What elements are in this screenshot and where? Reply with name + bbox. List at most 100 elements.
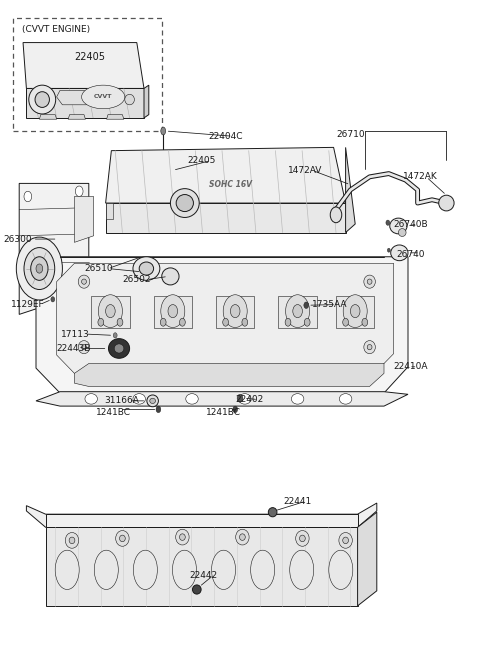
- Polygon shape: [106, 203, 113, 219]
- Ellipse shape: [162, 268, 179, 285]
- Text: 1241BC: 1241BC: [206, 408, 241, 417]
- Ellipse shape: [85, 394, 97, 404]
- Text: 31166A: 31166A: [105, 396, 140, 405]
- Ellipse shape: [106, 305, 115, 318]
- Ellipse shape: [398, 229, 406, 236]
- Ellipse shape: [212, 550, 236, 590]
- Ellipse shape: [329, 550, 353, 590]
- Ellipse shape: [24, 248, 55, 290]
- Ellipse shape: [387, 248, 390, 252]
- Text: 22410A: 22410A: [394, 362, 428, 371]
- Ellipse shape: [133, 257, 160, 280]
- Ellipse shape: [94, 550, 118, 590]
- Ellipse shape: [75, 186, 83, 196]
- Ellipse shape: [180, 318, 185, 326]
- Ellipse shape: [367, 279, 372, 284]
- Ellipse shape: [300, 535, 305, 542]
- Polygon shape: [346, 147, 355, 233]
- Ellipse shape: [35, 92, 49, 107]
- Polygon shape: [74, 364, 384, 386]
- Polygon shape: [68, 115, 85, 119]
- Ellipse shape: [78, 276, 85, 287]
- Ellipse shape: [65, 533, 79, 548]
- Polygon shape: [144, 85, 149, 118]
- Ellipse shape: [120, 535, 125, 542]
- Text: 17113: 17113: [61, 329, 90, 339]
- Polygon shape: [26, 503, 377, 527]
- Ellipse shape: [223, 295, 247, 328]
- Ellipse shape: [285, 318, 291, 326]
- Text: 26710: 26710: [336, 130, 365, 139]
- Ellipse shape: [133, 394, 145, 404]
- Polygon shape: [216, 296, 254, 328]
- Text: 22404C: 22404C: [209, 132, 243, 141]
- Polygon shape: [46, 514, 358, 527]
- Ellipse shape: [108, 339, 130, 358]
- Ellipse shape: [339, 394, 352, 404]
- Ellipse shape: [237, 394, 243, 402]
- Ellipse shape: [147, 395, 158, 407]
- Ellipse shape: [343, 295, 367, 328]
- Ellipse shape: [161, 127, 166, 135]
- Ellipse shape: [160, 318, 166, 326]
- Ellipse shape: [23, 282, 30, 292]
- Polygon shape: [107, 115, 124, 119]
- Ellipse shape: [296, 531, 309, 546]
- Text: 26740B: 26740B: [394, 219, 428, 229]
- Ellipse shape: [116, 531, 129, 546]
- Polygon shape: [39, 115, 57, 119]
- Ellipse shape: [242, 318, 248, 326]
- Polygon shape: [57, 263, 394, 373]
- Text: 22402: 22402: [235, 395, 264, 404]
- Text: 22405: 22405: [74, 52, 106, 62]
- Ellipse shape: [82, 345, 86, 350]
- Text: 1472AK: 1472AK: [403, 172, 438, 181]
- Text: 1241BC: 1241BC: [96, 408, 131, 417]
- Ellipse shape: [114, 344, 124, 353]
- Polygon shape: [23, 43, 144, 88]
- Ellipse shape: [236, 529, 249, 545]
- Ellipse shape: [168, 305, 178, 318]
- Ellipse shape: [176, 529, 189, 545]
- Ellipse shape: [367, 345, 372, 350]
- Ellipse shape: [186, 394, 198, 404]
- Polygon shape: [278, 296, 317, 328]
- Text: 26740: 26740: [396, 250, 424, 259]
- Text: SOHC 16V: SOHC 16V: [209, 180, 252, 189]
- Ellipse shape: [304, 302, 309, 309]
- Polygon shape: [358, 512, 377, 606]
- Ellipse shape: [31, 257, 48, 280]
- Polygon shape: [57, 90, 89, 105]
- Ellipse shape: [180, 534, 185, 540]
- Ellipse shape: [55, 550, 79, 590]
- Ellipse shape: [343, 537, 348, 544]
- Polygon shape: [26, 88, 144, 118]
- Ellipse shape: [78, 275, 90, 288]
- Ellipse shape: [150, 398, 156, 403]
- Ellipse shape: [133, 550, 157, 590]
- Ellipse shape: [364, 275, 375, 288]
- Ellipse shape: [364, 341, 375, 354]
- Polygon shape: [336, 296, 374, 328]
- Ellipse shape: [172, 550, 196, 590]
- Polygon shape: [154, 296, 192, 328]
- Polygon shape: [74, 196, 94, 242]
- Text: CVVT: CVVT: [94, 94, 112, 100]
- Ellipse shape: [330, 207, 342, 223]
- Ellipse shape: [343, 318, 348, 326]
- Ellipse shape: [36, 264, 43, 273]
- Ellipse shape: [78, 341, 90, 354]
- Ellipse shape: [304, 318, 310, 326]
- Ellipse shape: [82, 85, 125, 109]
- Ellipse shape: [286, 295, 310, 328]
- Ellipse shape: [239, 394, 251, 404]
- Ellipse shape: [350, 305, 360, 318]
- Ellipse shape: [24, 191, 32, 202]
- Text: 1735AA: 1735AA: [312, 300, 348, 309]
- Text: 22443B: 22443B: [57, 344, 91, 353]
- Polygon shape: [36, 392, 408, 406]
- Ellipse shape: [117, 318, 123, 326]
- Ellipse shape: [268, 508, 277, 517]
- FancyBboxPatch shape: [13, 18, 162, 131]
- Ellipse shape: [439, 195, 454, 211]
